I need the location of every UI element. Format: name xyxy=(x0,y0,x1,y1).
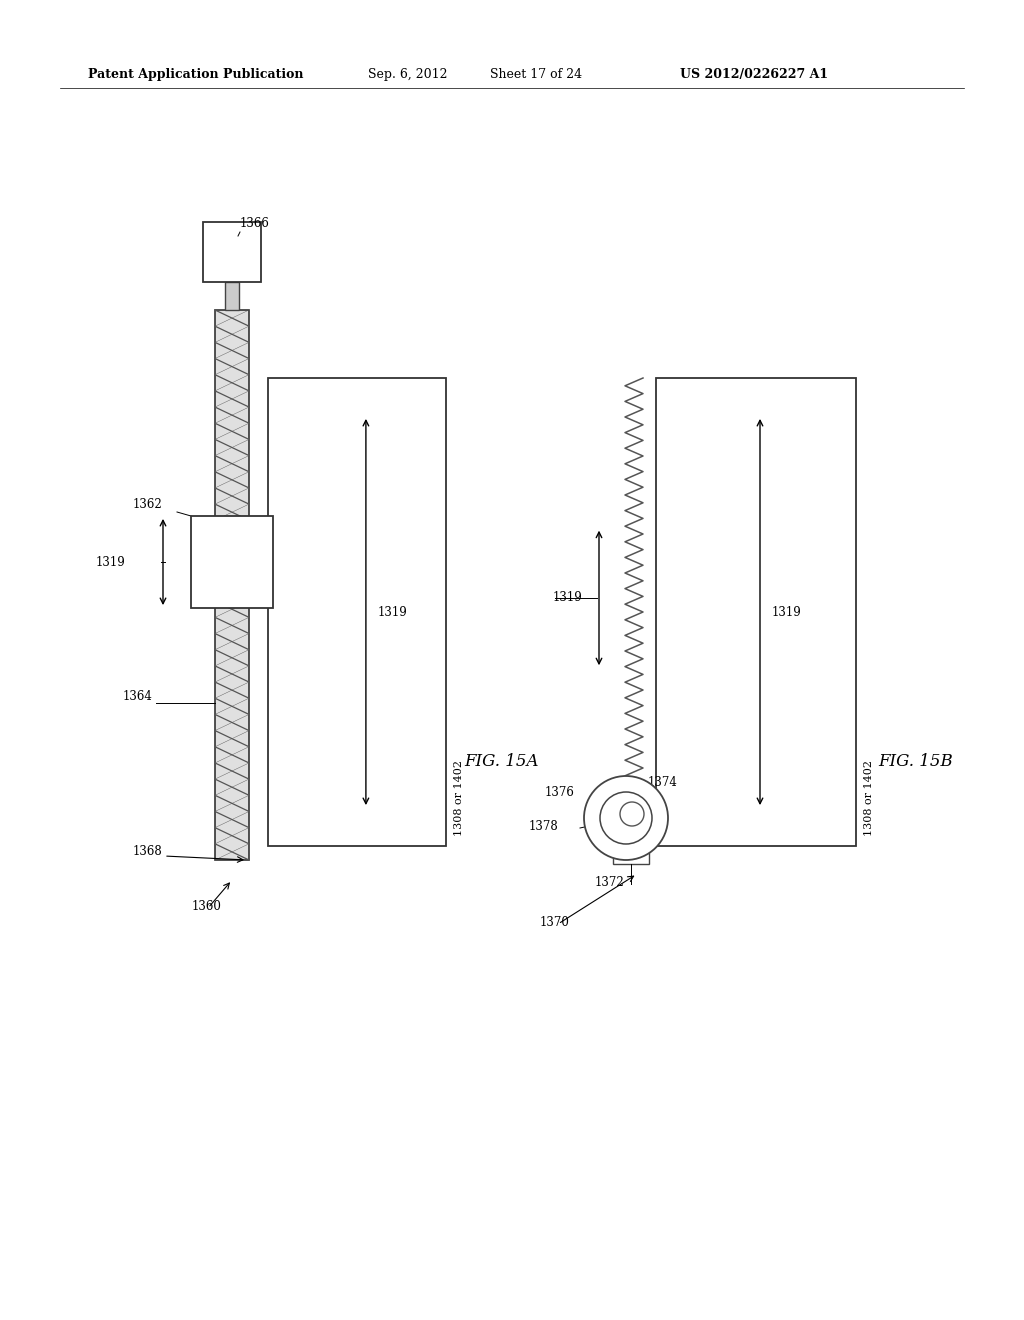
Text: 1308 or 1402: 1308 or 1402 xyxy=(454,760,464,836)
Circle shape xyxy=(600,792,652,843)
Bar xyxy=(656,378,856,846)
Bar xyxy=(191,516,273,609)
Text: 1370: 1370 xyxy=(540,916,570,929)
Text: US 2012/0226227 A1: US 2012/0226227 A1 xyxy=(680,69,828,81)
Text: 1308 or 1402: 1308 or 1402 xyxy=(864,760,874,836)
Bar xyxy=(215,310,249,861)
Text: 1376: 1376 xyxy=(544,785,574,799)
Circle shape xyxy=(620,803,644,826)
Text: Sep. 6, 2012: Sep. 6, 2012 xyxy=(368,69,447,81)
Bar xyxy=(613,846,649,865)
Text: Patent Application Publication: Patent Application Publication xyxy=(88,69,303,81)
Text: 1362: 1362 xyxy=(133,498,163,511)
Text: FIG. 15A: FIG. 15A xyxy=(464,752,539,770)
Text: 1319: 1319 xyxy=(95,556,125,569)
Text: 1319: 1319 xyxy=(378,606,408,619)
Bar xyxy=(203,222,261,282)
Text: 1368: 1368 xyxy=(132,845,162,858)
Text: 1374: 1374 xyxy=(648,776,678,789)
Bar xyxy=(225,282,239,310)
Text: 1319: 1319 xyxy=(553,591,583,605)
Text: 1378: 1378 xyxy=(528,820,558,833)
Text: 1319: 1319 xyxy=(772,606,802,619)
Bar xyxy=(215,310,249,861)
Text: FIG. 15B: FIG. 15B xyxy=(878,752,952,770)
Text: 1364: 1364 xyxy=(122,690,152,704)
Bar xyxy=(268,378,446,846)
Text: 1366: 1366 xyxy=(240,216,270,230)
Circle shape xyxy=(584,776,668,861)
Text: 1372: 1372 xyxy=(594,876,624,888)
Text: Sheet 17 of 24: Sheet 17 of 24 xyxy=(490,69,582,81)
Text: 1360: 1360 xyxy=(193,900,222,913)
